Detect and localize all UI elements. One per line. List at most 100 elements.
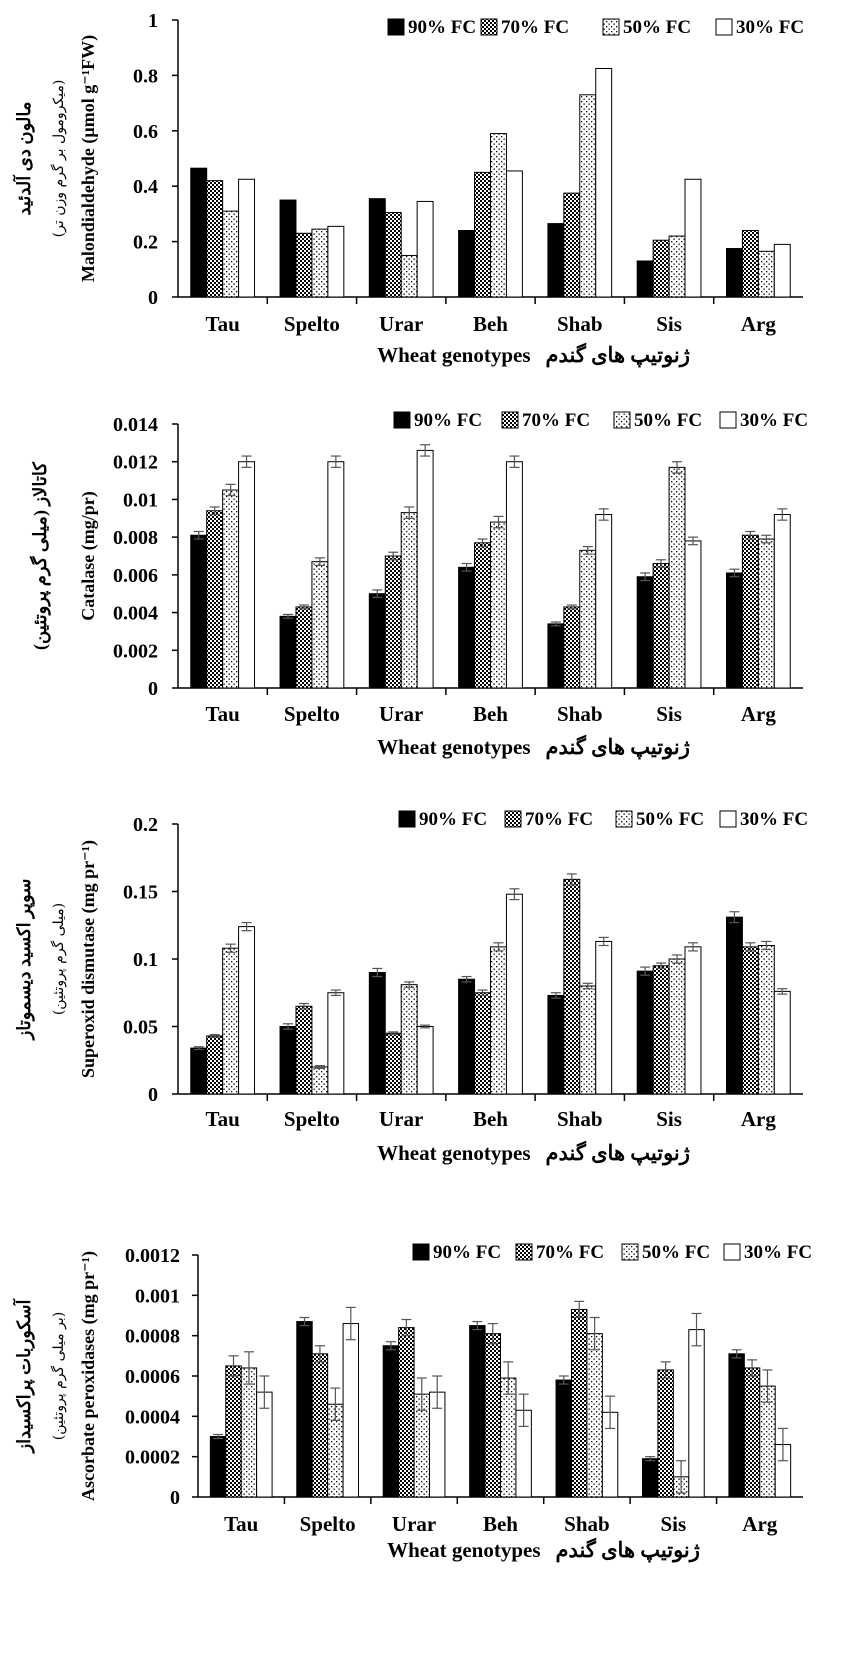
x-tick-label-beh: Beh xyxy=(473,312,508,336)
bar-shab-90fc xyxy=(547,623,565,689)
x-tick-label-tau: Tau xyxy=(224,1512,259,1536)
legend-label-50fc: 50% FC xyxy=(634,410,702,431)
x-tick-label-arg: Arg xyxy=(741,312,776,336)
bar-arg-70fc xyxy=(741,946,759,1095)
bar-beh-50fc xyxy=(490,521,507,689)
bar-shab-30fc xyxy=(595,514,613,689)
x-tick-label-beh: Beh xyxy=(483,1512,518,1536)
x-axis-title: Wheat genotypes xyxy=(387,1538,540,1562)
bar-sis-70fc xyxy=(652,239,670,298)
bar-shab-70fc xyxy=(563,606,581,689)
legend-swatch-90fc xyxy=(398,810,416,828)
bar-beh-50fc xyxy=(490,133,507,298)
x-axis-title-fa: ژنوتیپ های گندم xyxy=(546,342,690,368)
bar-spelto-70fc xyxy=(295,606,313,689)
legend-label-30fc: 30% FC xyxy=(736,17,804,38)
bar-beh-30fc xyxy=(505,893,523,1095)
x-tick-label-arg: Arg xyxy=(741,1107,776,1131)
legend-swatch-70fc xyxy=(515,1243,533,1261)
bar-beh-70fc xyxy=(484,1333,501,1498)
bar-arg-90fc xyxy=(725,916,743,1095)
x-tick-label-sis: Sis xyxy=(656,1107,682,1131)
legend-label-30fc: 30% FC xyxy=(740,410,808,431)
y-axis-subtitle-fa: (میکرومول بر گرم وزن تر) xyxy=(50,80,67,238)
x-tick-label-arg: Arg xyxy=(741,702,776,726)
x-axis-title: Wheat genotypes xyxy=(377,735,530,759)
x-axis-title: Wheat genotypes xyxy=(377,1141,530,1165)
y-tick-label: 0.0002 xyxy=(125,1447,180,1469)
x-tick-label-shab: Shab xyxy=(564,1512,610,1536)
legend-swatch-30fc xyxy=(723,1243,741,1261)
bar-arg-70fc xyxy=(743,1367,761,1498)
y-tick-label: 0.6 xyxy=(133,121,158,143)
legend-label-70fc: 70% FC xyxy=(536,1242,604,1263)
x-tick-label-urar: Urar xyxy=(379,1107,423,1131)
bar-beh-90fc xyxy=(469,1325,486,1498)
bar-sis-70fc xyxy=(652,965,670,1095)
bar-urar-90fc xyxy=(368,198,386,298)
y-tick-label: 0.006 xyxy=(113,565,158,587)
bar-arg-70fc xyxy=(741,230,759,298)
y-tick-label: 0.001 xyxy=(135,1285,180,1307)
legend-swatch-50fc xyxy=(613,411,631,429)
bar-tau-70fc xyxy=(206,1035,224,1095)
bar-tau-50fc xyxy=(222,210,240,298)
bar-tau-70fc xyxy=(225,1365,242,1498)
y-tick-label: 0 xyxy=(148,287,158,309)
x-tick-label-spelto: Spelto xyxy=(284,312,340,336)
bar-spelto-70fc xyxy=(295,1005,313,1095)
bar-sis-70fc xyxy=(657,1369,674,1498)
bar-sis-50fc xyxy=(668,235,686,298)
legend-swatch-30fc xyxy=(719,411,737,429)
legend: 90% FC 70% FC 50% FC 30% FC xyxy=(412,1242,812,1263)
bar-shab-90fc xyxy=(555,1379,572,1498)
bar-spelto-30fc xyxy=(327,225,345,298)
y-tick-label: 0.15 xyxy=(123,882,158,904)
bar-sis-30fc xyxy=(688,1329,705,1498)
bar-tau-90fc xyxy=(190,167,208,298)
bar-urar-70fc xyxy=(398,1327,415,1498)
x-tick-label-shab: Shab xyxy=(557,702,603,726)
y-tick-label: 0.008 xyxy=(113,527,158,549)
bar-tau-50fc xyxy=(222,489,240,689)
legend-swatch-50fc xyxy=(615,810,633,828)
bar-tau-90fc xyxy=(209,1436,227,1498)
x-tick-label-spelto: Spelto xyxy=(300,1512,356,1536)
legend-swatch-50fc xyxy=(602,18,620,36)
x-tick-label-urar: Urar xyxy=(379,312,423,336)
bar-beh-30fc xyxy=(505,170,523,298)
x-tick-label-beh: Beh xyxy=(473,1107,508,1131)
bar-urar-50fc xyxy=(400,984,418,1095)
x-axis-title: Wheat genotypes xyxy=(377,343,530,367)
bar-shab-90fc xyxy=(547,223,565,298)
y-axis-title: Malondialdehyde (µmol g⁻¹FW) xyxy=(78,35,99,282)
bar-beh-90fc xyxy=(458,566,476,689)
legend-label-90fc: 90% FC xyxy=(414,410,482,431)
legend-label-50fc: 50% FC xyxy=(636,809,704,830)
y-axis-title: Ascorbate peroxidases (mg pr⁻¹) xyxy=(78,1251,99,1501)
bar-spelto-70fc xyxy=(311,1353,329,1498)
bar-arg-30fc xyxy=(773,990,791,1095)
x-tick-label-shab: Shab xyxy=(557,312,603,336)
bar-urar-90fc xyxy=(382,1345,400,1498)
bar-urar-30fc xyxy=(416,449,434,689)
bar-tau-90fc xyxy=(190,1047,208,1095)
y-axis-title-fa: آسکوربات پراکسیداز xyxy=(12,1297,35,1454)
chart-panel-3: 0 0.05 0.1 0.15 0.2 Tau Spelto Urar Beh Shab Sis Ar… xyxy=(14,809,808,1166)
y-axis-title-fa: سوپر اکسید دیسموتاز xyxy=(14,879,35,1042)
bar-spelto-50fc xyxy=(311,561,329,689)
legend: 90% FC 70% FC 50% FC 30% FC xyxy=(387,17,804,38)
bar-urar-50fc xyxy=(400,254,418,298)
x-tick-label-shab: Shab xyxy=(557,1107,603,1131)
y-tick-label: 0.4 xyxy=(133,176,158,198)
legend-label-70fc: 70% FC xyxy=(522,410,590,431)
x-tick-label-beh: Beh xyxy=(473,702,508,726)
y-tick-label: 0.2 xyxy=(133,814,158,836)
y-tick-label: 0.01 xyxy=(123,489,158,511)
y-tick-label: 0.0008 xyxy=(125,1326,180,1348)
bar-spelto-70fc xyxy=(295,232,313,298)
bar-tau-70fc xyxy=(206,180,224,298)
legend-label-90fc: 90% FC xyxy=(419,809,487,830)
x-axis-title-fa: ژنوتیپ های گندم xyxy=(556,1537,700,1563)
bar-spelto-90fc xyxy=(279,615,297,689)
